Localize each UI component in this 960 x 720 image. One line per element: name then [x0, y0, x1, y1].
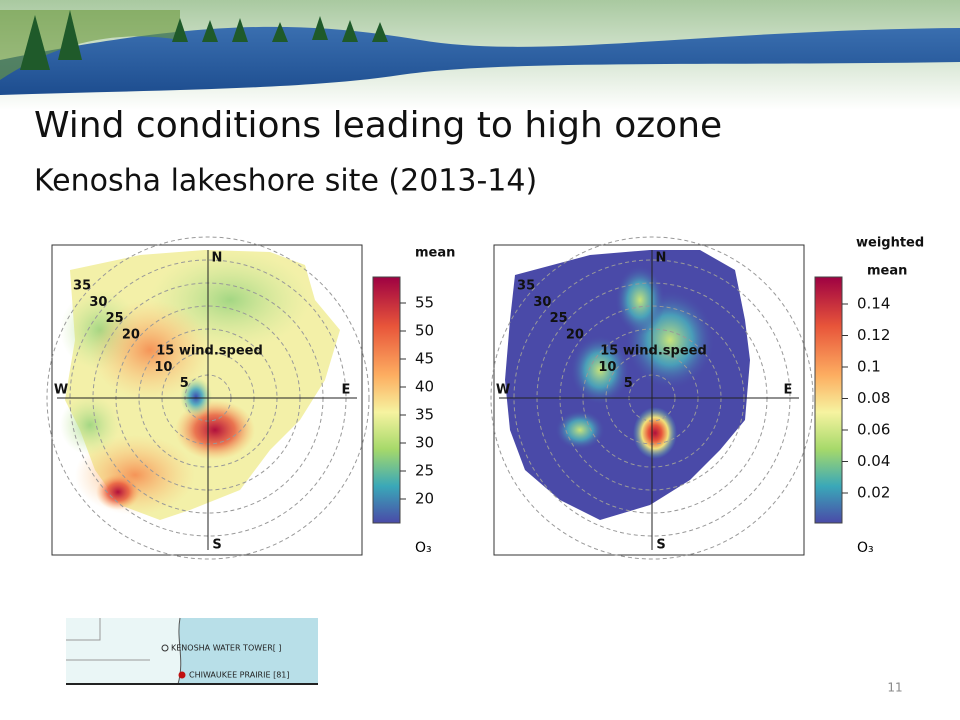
direction-label: N: [656, 251, 667, 266]
polar-field: [505, 250, 750, 520]
legend-tick-label: 0.08: [857, 389, 890, 407]
speed-label: 10: [154, 360, 172, 375]
pollutant-label: O₃: [857, 540, 874, 556]
polar-field: [60, 250, 340, 520]
direction-label: E: [342, 383, 351, 398]
direction-label: S: [212, 538, 221, 553]
speed-ring: [46, 236, 370, 560]
slide-title: Wind conditions leading to high ozone: [34, 105, 722, 146]
legend-tick-label: 0.12: [857, 326, 890, 344]
map-label: KENOSHA WATER TOWER[ ]: [171, 644, 282, 653]
speed-label: 30: [89, 295, 107, 310]
speed-label: 10: [598, 360, 616, 375]
speed-label: 20: [566, 327, 584, 342]
speed-label: 5: [180, 376, 189, 391]
legend-tick-label: 55: [415, 294, 434, 312]
legend-tick-label: 30: [415, 434, 434, 452]
plot-frame: [493, 244, 805, 556]
legend-title: mean: [415, 246, 455, 261]
legend-tick-label: 50: [415, 322, 434, 340]
slide-subtitle: Kenosha lakeshore site (2013-14): [34, 164, 537, 199]
colorbar: [814, 276, 843, 524]
speed-label: 20: [122, 327, 140, 342]
plot-frame: [51, 244, 363, 556]
direction-label: N: [212, 251, 223, 266]
legend-tick-label: 25: [415, 462, 434, 480]
direction-label: W: [54, 383, 68, 398]
page-number: 11: [887, 681, 902, 695]
speed-label: 15 wind.speed: [600, 344, 707, 359]
legend-tick-label: 0.1: [857, 358, 881, 376]
legend-tick-label: 20: [415, 490, 434, 508]
map-inset: [66, 617, 318, 685]
speed-label: 15 wind.speed: [156, 344, 263, 359]
legend-tick-label: 0.04: [857, 452, 890, 470]
direction-label: S: [656, 538, 665, 553]
speed-ring: [490, 236, 814, 560]
legend-tick-label: 0.02: [857, 484, 890, 502]
direction-label: W: [496, 383, 510, 398]
colorbar: [372, 276, 401, 524]
legend-title: mean: [867, 264, 907, 279]
speed-label: 25: [550, 311, 568, 326]
legend-tick-label: 0.14: [857, 295, 890, 313]
speed-label: 5: [624, 376, 633, 391]
direction-label: E: [784, 383, 793, 398]
speed-label: 35: [517, 279, 535, 294]
pollutant-label: O₃: [415, 540, 432, 556]
legend-tick-label: 40: [415, 378, 434, 396]
legend-title: weighted: [856, 236, 924, 251]
map-label: CHIWAUKEE PRAIRIE [81]: [189, 671, 290, 680]
speed-label: 35: [73, 279, 91, 294]
legend-tick-label: 45: [415, 350, 434, 368]
speed-label: 30: [533, 295, 551, 310]
legend-tick-label: 0.06: [857, 421, 890, 439]
speed-label: 25: [106, 311, 124, 326]
header-banner: [0, 0, 960, 110]
legend-tick-label: 35: [415, 406, 434, 424]
